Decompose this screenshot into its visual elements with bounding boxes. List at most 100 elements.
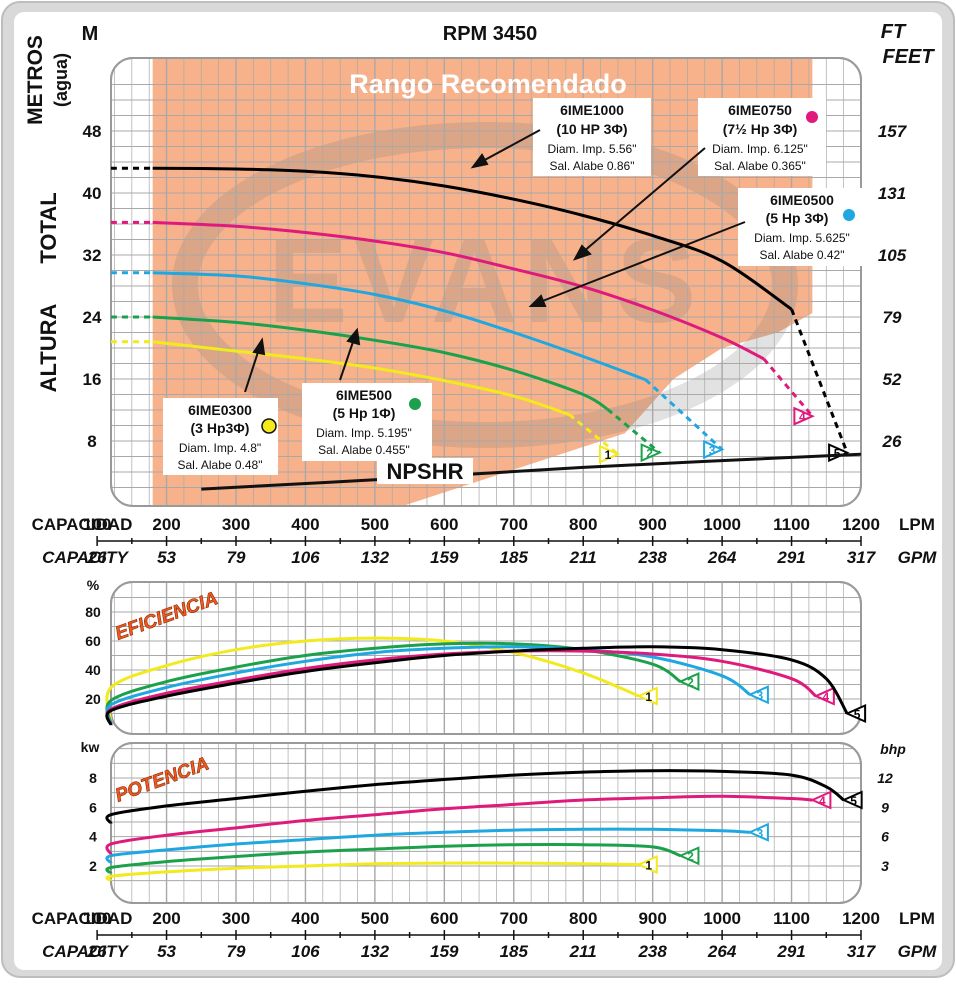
series-end-marker bbox=[677, 672, 700, 692]
head-ytick-ft: 79 bbox=[883, 308, 902, 327]
xtick-lpm: 700 bbox=[500, 909, 528, 928]
xtick-lpm: 1200 bbox=[842, 515, 880, 534]
pow-ytick-bhp: 6 bbox=[881, 829, 889, 845]
pump-color-dot bbox=[806, 111, 818, 123]
left-unit-m: M bbox=[82, 23, 99, 45]
head-ytick-m: 8 bbox=[87, 432, 96, 451]
xtick-lpm: 1000 bbox=[703, 515, 741, 534]
pow-ytick: 6 bbox=[89, 799, 97, 815]
curves-eff-line-1 bbox=[105, 636, 640, 723]
head-ytick-ft: 26 bbox=[882, 432, 902, 451]
pump-alabe: Sal. Alabe 0.48" bbox=[178, 458, 263, 472]
xtick-lpm: 600 bbox=[430, 515, 458, 534]
curves-eff-line-5 bbox=[105, 645, 849, 726]
head-curve-4 bbox=[152, 220, 765, 361]
head-ytick-ft: 52 bbox=[883, 370, 902, 389]
xtick-gpm: 159 bbox=[430, 942, 459, 961]
series-end-marker bbox=[809, 790, 832, 810]
xtick-gpm: 238 bbox=[637, 942, 667, 961]
series-end-marker bbox=[844, 703, 867, 724]
pump-power: (10 HP 3Φ) bbox=[556, 121, 627, 137]
series-end-marker bbox=[640, 443, 663, 463]
xtick-lpm: 300 bbox=[222, 909, 250, 928]
series-tag: 1 bbox=[605, 448, 612, 462]
series-tag: 4 bbox=[819, 794, 826, 808]
head-ytick-m: 48 bbox=[83, 122, 102, 141]
xtick-gpm: 79 bbox=[227, 942, 246, 961]
agua-label: (agua) bbox=[51, 53, 71, 107]
xtick-lpm: 700 bbox=[500, 515, 528, 534]
annotation-arrows bbox=[244, 129, 746, 393]
series-end-marker bbox=[677, 846, 700, 866]
rango-recomendado: Rango Recomendado bbox=[349, 69, 627, 99]
pump-diam: Diam. Imp. 5.195" bbox=[316, 426, 412, 440]
eff-ytick: 20 bbox=[85, 691, 101, 707]
series-tag: 5 bbox=[834, 447, 841, 461]
series-end-marker bbox=[747, 685, 769, 705]
pow-ytick-bhp: 9 bbox=[881, 799, 889, 815]
series-tag: 4 bbox=[799, 410, 806, 424]
head-ytick-ft: 131 bbox=[878, 184, 906, 203]
pow-ytick: 4 bbox=[89, 829, 97, 845]
series-tag: 5 bbox=[854, 708, 861, 722]
xtick-gpm: 106 bbox=[291, 942, 320, 961]
xtick-lpm: 1100 bbox=[773, 909, 810, 928]
curves-pow-line-5 bbox=[105, 769, 845, 825]
bhp-unit: bhp bbox=[880, 741, 906, 757]
xtick-lpm: 200 bbox=[152, 909, 180, 928]
series-tag: 3 bbox=[757, 826, 764, 840]
xtick-gpm: 79 bbox=[227, 548, 246, 567]
head-ytick-m: 40 bbox=[83, 184, 102, 203]
xtick-lpm: 800 bbox=[569, 909, 597, 928]
xtick-gpm: 185 bbox=[500, 942, 529, 961]
rpm-title: RPM 3450 bbox=[443, 23, 538, 45]
xtick-gpm: 53 bbox=[157, 942, 176, 961]
eff-ytick: 60 bbox=[85, 633, 101, 649]
xtick-gpm: 211 bbox=[569, 548, 597, 567]
pump-power: (5 Hp 3Φ) bbox=[766, 210, 829, 226]
capacidad-label-top: CAPACIDAD bbox=[32, 515, 133, 534]
xtick-lpm: 500 bbox=[361, 909, 389, 928]
pump-power: (7½ Hp 3Φ) bbox=[723, 121, 798, 137]
series-tag: 3 bbox=[709, 444, 716, 458]
head-ytick-m: 24 bbox=[83, 308, 102, 327]
pump-alabe: Sal. Alabe 0.455" bbox=[318, 443, 410, 457]
capacity-label-bottom: CAPACITY bbox=[42, 942, 129, 961]
pump-color-dot bbox=[843, 209, 855, 221]
head-curve-5 bbox=[152, 166, 793, 311]
xtick-gpm: 264 bbox=[707, 942, 737, 961]
series-end-marker bbox=[813, 686, 835, 706]
pct-unit: % bbox=[87, 577, 100, 593]
series-end-marker bbox=[747, 822, 769, 842]
series-end-marker bbox=[793, 406, 815, 426]
xtick-lpm: 500 bbox=[361, 515, 389, 534]
head-curve-1 bbox=[152, 340, 570, 417]
pump-label-6ime0300: 6IME0300 (3 Hp3Φ) Diam. Imp. 4.8" Sal. A… bbox=[163, 398, 278, 475]
power-curves: 1 2 3 4 5 bbox=[105, 769, 863, 883]
head-ytick-m: 16 bbox=[83, 370, 102, 389]
curves-pow-line-3 bbox=[105, 827, 750, 864]
pump-diam: Diam. Imp. 4.8" bbox=[179, 441, 261, 455]
series-end-marker bbox=[636, 854, 658, 875]
xtick-gpm: 26 bbox=[87, 942, 107, 961]
pump-power: (5 Hp 1Φ) bbox=[333, 405, 396, 421]
xtick-gpm: 159 bbox=[430, 548, 459, 567]
pow-ytick: 8 bbox=[89, 770, 97, 786]
xtick-lpm: 100 bbox=[83, 909, 111, 928]
band-cutout bbox=[402, 293, 861, 506]
xtick-lpm: 200 bbox=[152, 515, 180, 534]
xtick-gpm: 26 bbox=[87, 548, 107, 567]
efficiency-curves: 1 2 3 4 5 bbox=[105, 636, 867, 726]
pump-diam: Diam. Imp. 5.625" bbox=[754, 231, 850, 245]
power-panel bbox=[110, 742, 862, 904]
pump-diam: Diam. Imp. 6.125" bbox=[712, 142, 808, 156]
series-tag: 3 bbox=[757, 689, 764, 703]
right-unit-ft: FT bbox=[881, 21, 907, 43]
xtick-gpm: 185 bbox=[500, 548, 529, 567]
pump-label-6ime0750: 6IME0750 (7½ Hp 3Φ) Diam. Imp. 6.125" Sa… bbox=[698, 98, 826, 176]
head-curve-3 bbox=[152, 271, 647, 382]
xtick-gpm: 106 bbox=[291, 548, 320, 567]
head-ytick-ft: 105 bbox=[878, 246, 907, 265]
total-label: TOTAL bbox=[36, 192, 61, 263]
